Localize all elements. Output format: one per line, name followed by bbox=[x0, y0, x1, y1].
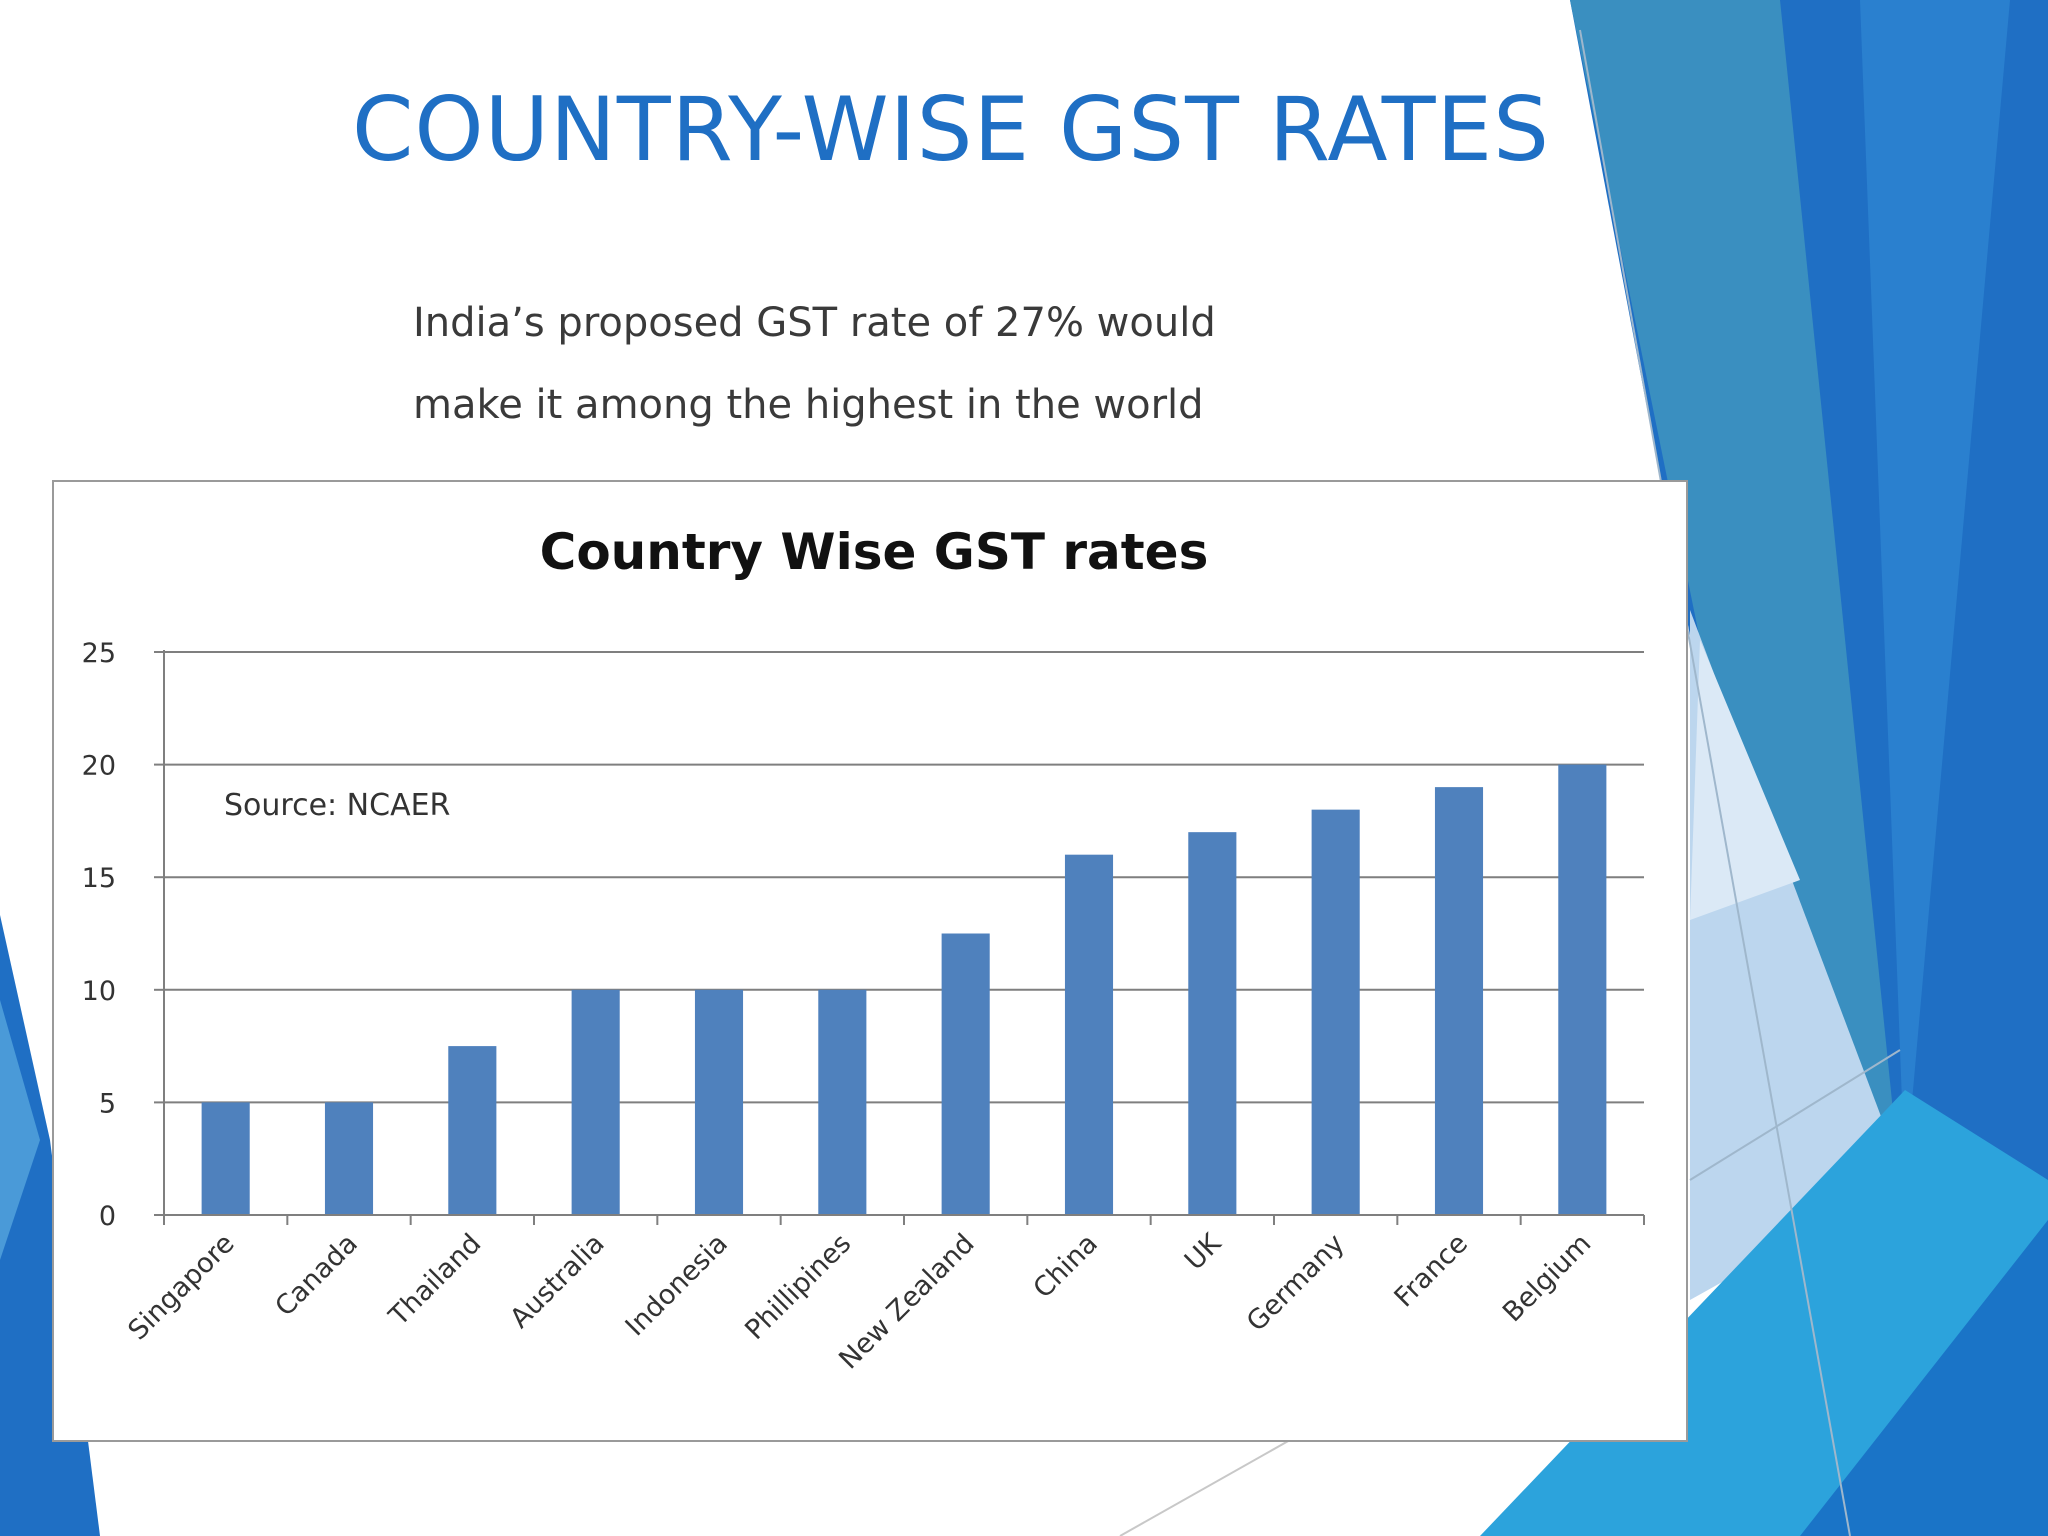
y-tick-label-15: 15 bbox=[82, 863, 116, 894]
x-tick-label-germany: Germany bbox=[1241, 1228, 1351, 1338]
decor-thin-line-3 bbox=[1119, 1439, 1291, 1536]
chart-bars bbox=[201, 764, 1607, 1215]
decor-right-pale-panel bbox=[1690, 640, 1800, 920]
x-tick-label-china: China bbox=[1027, 1228, 1103, 1304]
decor-bottom-blue-panel bbox=[1800, 1220, 2048, 1536]
bar-phillipines bbox=[818, 989, 867, 1215]
x-tick-label-singapore: Singapore bbox=[122, 1228, 240, 1346]
chart-x-tick-labels: Singapore Canada Thailand Australia Indonesi… bbox=[122, 1227, 1597, 1375]
y-tick-label-20: 20 bbox=[82, 751, 116, 782]
gst-bar-chart: Country Wise GST rates Source: NCAER 0 5 1… bbox=[82, 523, 1645, 1375]
x-tick-label-france: France bbox=[1389, 1228, 1474, 1313]
decor-left-light-panel bbox=[0, 1000, 40, 1260]
x-tick-label-canada: Canada bbox=[269, 1228, 364, 1323]
bar-germany bbox=[1311, 809, 1360, 1215]
x-tick-label-thailand: Thailand bbox=[383, 1228, 488, 1333]
chart-axes bbox=[154, 650, 1645, 1225]
bar-indonesia bbox=[694, 989, 744, 1215]
bar-singapore bbox=[201, 1102, 250, 1215]
chart-y-tick-labels: 0 5 10 15 20 25 bbox=[82, 638, 116, 1232]
bar-australia bbox=[571, 989, 620, 1215]
bar-france bbox=[1434, 787, 1484, 1215]
bar-china bbox=[1064, 854, 1114, 1215]
decor-thin-line-2 bbox=[1689, 1049, 1901, 1181]
x-tick-label-uk: UK bbox=[1179, 1227, 1228, 1276]
x-tick-label-australia: Australia bbox=[504, 1228, 610, 1334]
bar-thailand bbox=[448, 1046, 497, 1215]
y-tick-label-0: 0 bbox=[99, 1201, 116, 1232]
y-tick-label-10: 10 bbox=[82, 976, 116, 1007]
x-tick-label-belgium: Belgium bbox=[1497, 1228, 1597, 1328]
slide-body-text: India’s proposed GST rate of 27% would m… bbox=[413, 282, 1313, 446]
chart-source-annotation: Source: NCAER bbox=[224, 788, 450, 823]
chart-frame: Country Wise GST rates Source: NCAER 0 5 1… bbox=[52, 480, 1688, 1442]
y-tick-label-5: 5 bbox=[99, 1088, 116, 1119]
slide-title: COUNTRY-WISE GST RATES bbox=[351, 78, 1550, 181]
decor-thin-line bbox=[1579, 29, 1851, 1536]
bar-belgium bbox=[1558, 764, 1607, 1215]
bar-uk bbox=[1188, 832, 1237, 1215]
chart-title: Country Wise GST rates bbox=[540, 523, 1209, 581]
decor-right-teal-panel bbox=[1570, 0, 1900, 1180]
bar-canada bbox=[324, 1102, 374, 1215]
body-line-1: India’s proposed GST rate of 27% would bbox=[413, 300, 1216, 346]
x-tick-label-phillipines: Phillipines bbox=[739, 1228, 857, 1346]
y-tick-label-25: 25 bbox=[82, 638, 116, 669]
body-line-2: make it among the highest in the world bbox=[413, 382, 1204, 428]
bar-new-zealand bbox=[941, 933, 990, 1215]
decor-right-mid-panel bbox=[1860, 0, 2010, 1180]
chart-gridlines bbox=[164, 651, 1644, 1104]
x-tick-label-indonesia: Indonesia bbox=[620, 1228, 734, 1342]
